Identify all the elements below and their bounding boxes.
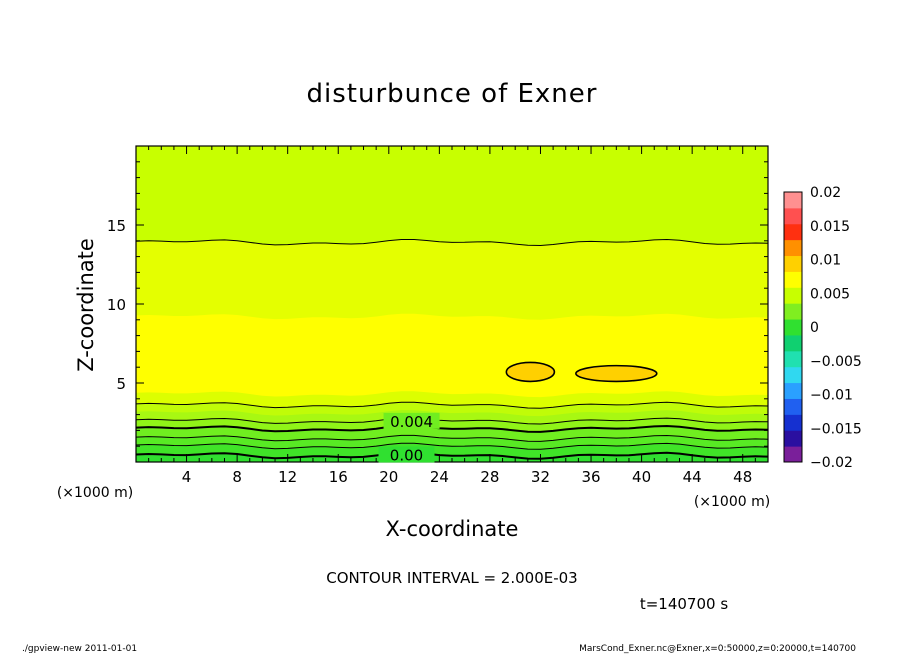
colorbar-swatch (784, 207, 802, 225)
colorbar-swatch (784, 414, 802, 431)
x-unit-label-left: (×1000 m) (57, 485, 133, 501)
colorbar-swatch (784, 350, 802, 368)
contour-lines (135, 238, 769, 460)
colorbar-swatch (784, 255, 802, 272)
colorbar-swatch (784, 382, 802, 399)
footer-right: MarsCond_Exner.nc@Exner,x=0:50000,z=0:20… (579, 644, 856, 654)
contour-line (135, 238, 769, 247)
colorbar-border (783, 191, 803, 463)
colorbar-tick-label: 0.005 (810, 286, 850, 302)
x-tick-label: 44 (683, 468, 702, 486)
contour-label-bg (383, 412, 440, 429)
colorbar-tick-label: −0.015 (810, 421, 862, 437)
colorbar-tick-label: −0.01 (810, 388, 853, 404)
colorbar-swatch (784, 271, 802, 288)
colorbar-tick-label: 0.015 (810, 219, 850, 235)
colorbar-swatch (784, 303, 802, 320)
x-tick-label: 32 (531, 468, 550, 486)
x-unit-label-right: (×1000 m) (694, 494, 770, 510)
colorbar-swatch (784, 398, 802, 415)
colorbar-swatch (784, 334, 802, 352)
y-tick-label: 15 (107, 217, 126, 235)
plot-area (136, 146, 768, 462)
x-tick-label: 16 (329, 468, 348, 486)
contour-label: 0.004 (390, 413, 433, 431)
colorbar-tick-label: 0 (810, 320, 819, 336)
closed-contour-feature (575, 364, 658, 383)
colorbar-swatch (784, 223, 802, 241)
colorbar-swatch (784, 192, 802, 209)
x-axis-label: X-coordinate (386, 517, 519, 541)
colorbar: 0.02 0.015 0.01 0.005 0 −0.005 −0.01 −0.015 −0.0… (783, 185, 862, 471)
closed-contour-feature (505, 361, 556, 383)
colorbar-tick-label: −0.005 (810, 354, 862, 370)
colorbar-swatch (784, 239, 802, 257)
x-tick-label: 12 (278, 468, 297, 486)
y-tick-label: 10 (107, 296, 126, 314)
x-tick-label: 20 (379, 468, 398, 486)
y-tick-label: 5 (116, 375, 126, 393)
contour-band (136, 452, 768, 462)
x-tick-label: 4 (182, 468, 192, 486)
x-tick-label: 24 (430, 468, 449, 486)
contour-line (135, 442, 769, 450)
contour-labels: 0.004 0.00 (378, 412, 440, 465)
colorbar-tick-label: 0.01 (810, 253, 841, 269)
colorbar-swatch (784, 430, 802, 447)
contour-label: 0.00 (390, 447, 423, 465)
colorbar-swatch (784, 319, 802, 336)
colorbar-swatch (784, 446, 802, 463)
contour-line (135, 424, 769, 433)
chart-title: disturbunce of Exner (307, 79, 598, 109)
x-tick-label: 40 (632, 468, 651, 486)
colorbar-tick-label: 0.02 (810, 185, 841, 201)
contour-line (135, 434, 769, 442)
time-label: t=140700 s (640, 595, 728, 613)
contour-line (135, 401, 769, 409)
colorbar-tick-label: −0.02 (810, 455, 853, 471)
colorbar-swatch (784, 366, 802, 384)
colorbar-swatch (784, 287, 802, 304)
footer-left: ./gpview-new 2011-01-01 (22, 644, 137, 654)
x-tick-label: 28 (480, 468, 499, 486)
contour-label-bg (378, 446, 435, 463)
contour-line (135, 417, 769, 425)
contour-interval-text: CONTOUR INTERVAL = 2.000E-03 (326, 569, 577, 587)
x-tick-label: 36 (581, 468, 600, 486)
y-axis-label: Z-coordinate (74, 238, 98, 372)
contour-line (135, 451, 769, 460)
x-tick-label: 8 (232, 468, 242, 486)
x-axis-ticks: 4 8 12 16 20 24 28 32 36 40 44 48 (135, 146, 769, 486)
x-tick-label: 48 (733, 468, 752, 486)
y-axis-ticks: 5 10 15 (107, 145, 768, 463)
